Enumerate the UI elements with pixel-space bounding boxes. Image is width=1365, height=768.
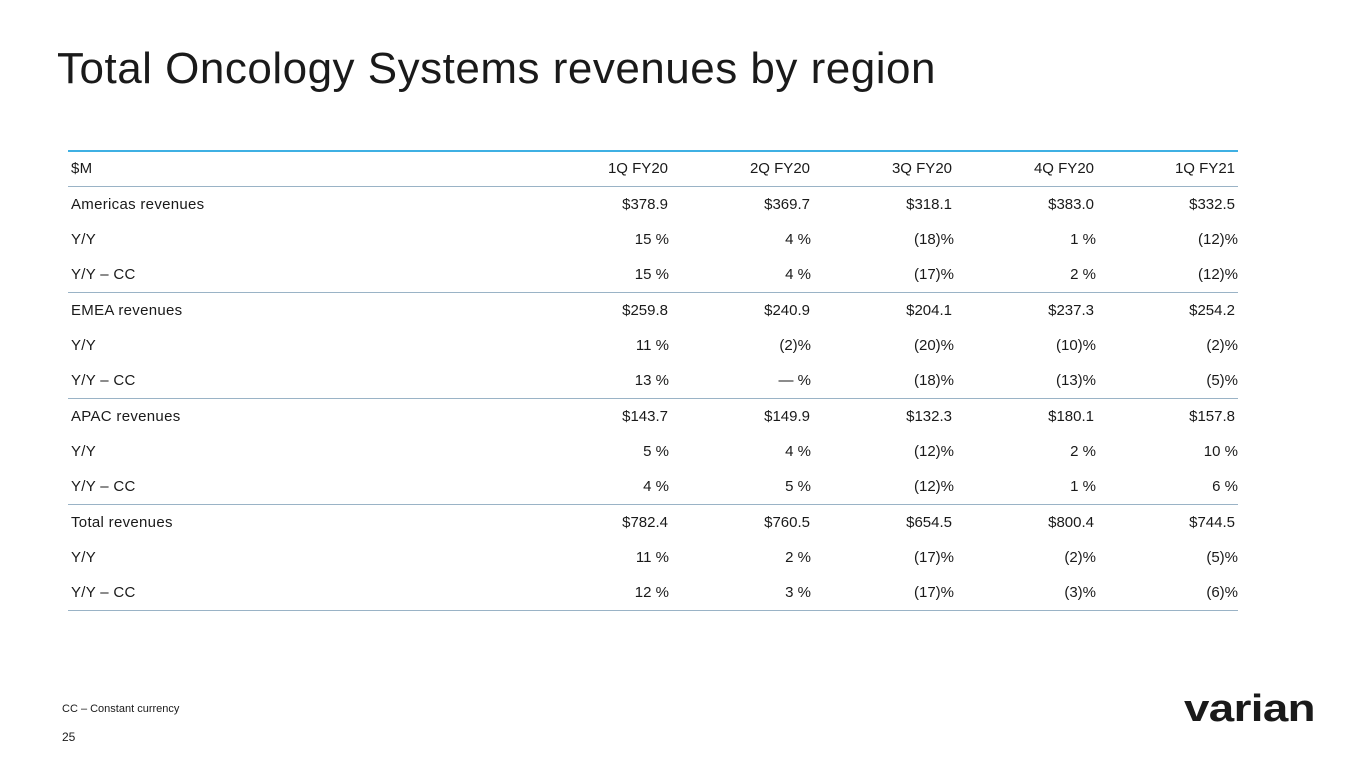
- table-cell: (12)%: [1197, 266, 1238, 283]
- table-cell: (18)%: [913, 372, 954, 389]
- table-cell: (10)%: [1055, 337, 1096, 354]
- table-cell: $332.5: [1189, 196, 1235, 213]
- table-cell: $369.7: [764, 196, 810, 213]
- table-cell: (18)%: [913, 231, 954, 248]
- table-row-americas-yy-cc: Y/Y – CC 15 % 4 % (17)% 2 % (12)%: [68, 257, 1238, 293]
- table-cell: (2)%: [1064, 549, 1096, 566]
- table-cell: (6)%: [1206, 584, 1238, 601]
- table-cell: (2)%: [1206, 337, 1238, 354]
- table-row-apac-yy-cc: Y/Y – CC 4 % 5 % (12)% 1 % 6 %: [68, 469, 1238, 505]
- table-row-apac-revenues: APAC revenues $143.7 $149.9 $132.3 $180.…: [68, 399, 1238, 434]
- table-cell: $760.5: [764, 514, 810, 531]
- table-cell: 15 %: [634, 231, 669, 248]
- column-header: 1Q FY21: [1174, 160, 1235, 177]
- table-header-row: $M 1Q FY20 2Q FY20 3Q FY20 4Q FY20 1Q FY…: [68, 152, 1238, 187]
- table-cell: (17)%: [913, 266, 954, 283]
- row-label: Y/Y: [71, 231, 97, 248]
- table-cell: $318.1: [906, 196, 952, 213]
- table-cell: (5)%: [1206, 549, 1238, 566]
- table-row-emea-revenues: EMEA revenues $259.8 $240.9 $204.1 $237.…: [68, 293, 1238, 328]
- row-label: APAC revenues: [71, 408, 181, 425]
- table-cell: $378.9: [622, 196, 668, 213]
- table-cell: $132.3: [906, 408, 952, 425]
- row-label: Y/Y: [71, 443, 97, 460]
- table-cell: — %: [778, 372, 811, 389]
- table-cell: 13 %: [634, 372, 669, 389]
- row-label: Y/Y – CC: [71, 478, 136, 495]
- table-cell: 1 %: [1070, 478, 1096, 495]
- column-header: 3Q FY20: [891, 160, 952, 177]
- row-label: Y/Y – CC: [71, 584, 136, 601]
- varian-logo: varian: [1184, 690, 1316, 730]
- table-row-total-yy-cc: Y/Y – CC 12 % 3 % (17)% (3)% (6)%: [68, 575, 1238, 611]
- table-cell: 5 %: [785, 478, 811, 495]
- table-cell: $204.1: [906, 302, 952, 319]
- table-cell: $259.8: [622, 302, 668, 319]
- table-cell: 6 %: [1212, 478, 1238, 495]
- table-row-total-revenues: Total revenues $782.4 $760.5 $654.5 $800…: [68, 505, 1238, 540]
- table-cell: 2 %: [1070, 266, 1096, 283]
- table-row-americas-revenues: Americas revenues $378.9 $369.7 $318.1 $…: [68, 187, 1238, 222]
- table-cell: $782.4: [622, 514, 668, 531]
- table-row-americas-yy: Y/Y 15 % 4 % (18)% 1 % (12)%: [68, 222, 1238, 257]
- table-cell: $157.8: [1189, 408, 1235, 425]
- table-cell: 11 %: [635, 549, 669, 566]
- table-cell: (17)%: [913, 584, 954, 601]
- table-cell: (3)%: [1064, 584, 1096, 601]
- table-cell: $143.7: [622, 408, 668, 425]
- table-cell: (13)%: [1055, 372, 1096, 389]
- table-cell: 4 %: [643, 478, 669, 495]
- table-cell: $237.3: [1048, 302, 1094, 319]
- page-number: 25: [62, 730, 76, 744]
- row-label: Americas revenues: [71, 196, 205, 213]
- table-cell: 1 %: [1070, 231, 1096, 248]
- table-cell: 5 %: [643, 443, 669, 460]
- table-cell: 12 %: [634, 584, 669, 601]
- table-cell: 2 %: [785, 549, 811, 566]
- row-label: Y/Y – CC: [71, 266, 136, 283]
- footnote: CC – Constant currency: [62, 703, 180, 715]
- table-cell: (12)%: [913, 443, 954, 460]
- table-cell: (2)%: [779, 337, 811, 354]
- revenue-table: $M 1Q FY20 2Q FY20 3Q FY20 4Q FY20 1Q FY…: [68, 150, 1238, 611]
- row-label: Y/Y: [71, 549, 97, 566]
- table-cell: $240.9: [764, 302, 810, 319]
- table-row-apac-yy: Y/Y 5 % 4 % (12)% 2 % 10 %: [68, 434, 1238, 469]
- table-cell: 10 %: [1203, 443, 1238, 460]
- row-label: Total revenues: [71, 514, 173, 531]
- table-cell: $254.2: [1189, 302, 1235, 319]
- table-cell: $800.4: [1048, 514, 1094, 531]
- table-cell: 4 %: [785, 443, 811, 460]
- table-row-emea-yy-cc: Y/Y – CC 13 % — % (18)% (13)% (5)%: [68, 363, 1238, 399]
- table-row-total-yy: Y/Y 11 % 2 % (17)% (2)% (5)%: [68, 540, 1238, 575]
- table-cell: $654.5: [906, 514, 952, 531]
- table-cell: $744.5: [1189, 514, 1235, 531]
- table-cell: 4 %: [785, 231, 811, 248]
- row-label: Y/Y – CC: [71, 372, 136, 389]
- page-title: Total Oncology Systems revenues by regio…: [57, 44, 936, 93]
- table-cell: (20)%: [913, 337, 954, 354]
- row-label: Y/Y: [71, 337, 97, 354]
- table-cell: (12)%: [913, 478, 954, 495]
- row-label: EMEA revenues: [71, 302, 183, 319]
- table-cell: $383.0: [1048, 196, 1094, 213]
- table-cell: 2 %: [1070, 443, 1096, 460]
- column-header: 4Q FY20: [1033, 160, 1094, 177]
- table-cell: 15 %: [634, 266, 669, 283]
- header-label: $M: [71, 160, 93, 177]
- table-cell: $180.1: [1048, 408, 1094, 425]
- table-cell: (12)%: [1197, 231, 1238, 248]
- table-cell: (17)%: [913, 549, 954, 566]
- svg-text:varian: varian: [1184, 690, 1315, 730]
- table-cell: (5)%: [1206, 372, 1238, 389]
- column-header: 2Q FY20: [749, 160, 810, 177]
- table-cell: $149.9: [764, 408, 810, 425]
- table-row-emea-yy: Y/Y 11 % (2)% (20)% (10)% (2)%: [68, 328, 1238, 363]
- table-cell: 11 %: [635, 337, 669, 354]
- table-cell: 3 %: [785, 584, 811, 601]
- table-cell: 4 %: [785, 266, 811, 283]
- column-header: 1Q FY20: [607, 160, 668, 177]
